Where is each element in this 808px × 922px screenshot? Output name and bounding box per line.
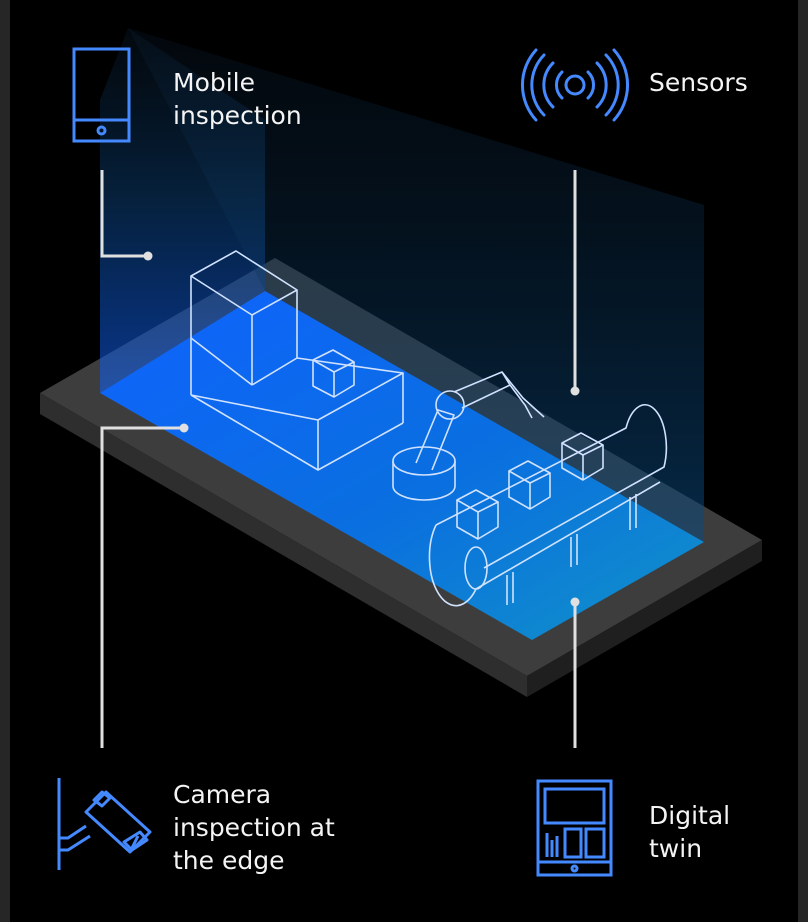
label-sensors: Sensors <box>649 66 748 99</box>
label-mobile-inspection: Mobile inspection <box>173 66 302 132</box>
security-camera-icon <box>57 778 152 870</box>
digital-floor <box>100 291 704 640</box>
sensor-signal-icon <box>521 48 629 122</box>
mobile-phone-icon <box>72 47 131 143</box>
label-line: twin <box>649 834 703 863</box>
factory-scene <box>40 28 762 877</box>
callout-lines <box>100 170 577 748</box>
label-line: Mobile <box>173 68 256 97</box>
label-line: the edge <box>173 846 285 875</box>
label-line: Camera <box>173 780 272 809</box>
label-line: Sensors <box>649 68 748 97</box>
dashboard-tablet-icon <box>536 779 613 877</box>
back-wall-right <box>128 28 704 542</box>
label-line: inspection <box>173 101 302 130</box>
connector-camera <box>100 426 184 748</box>
diagram-panel: Mobile inspection Sensors Camera inspect… <box>10 0 798 922</box>
machinery-lineart <box>190 250 668 607</box>
connector-mobile <box>100 170 148 258</box>
callout-dots <box>143 251 580 607</box>
label-line: Digital <box>649 801 731 830</box>
label-line: inspection at <box>173 813 335 842</box>
label-digital-twin: Digital twin <box>649 799 730 865</box>
label-camera-inspection: Camera inspection at the edge <box>173 778 335 877</box>
